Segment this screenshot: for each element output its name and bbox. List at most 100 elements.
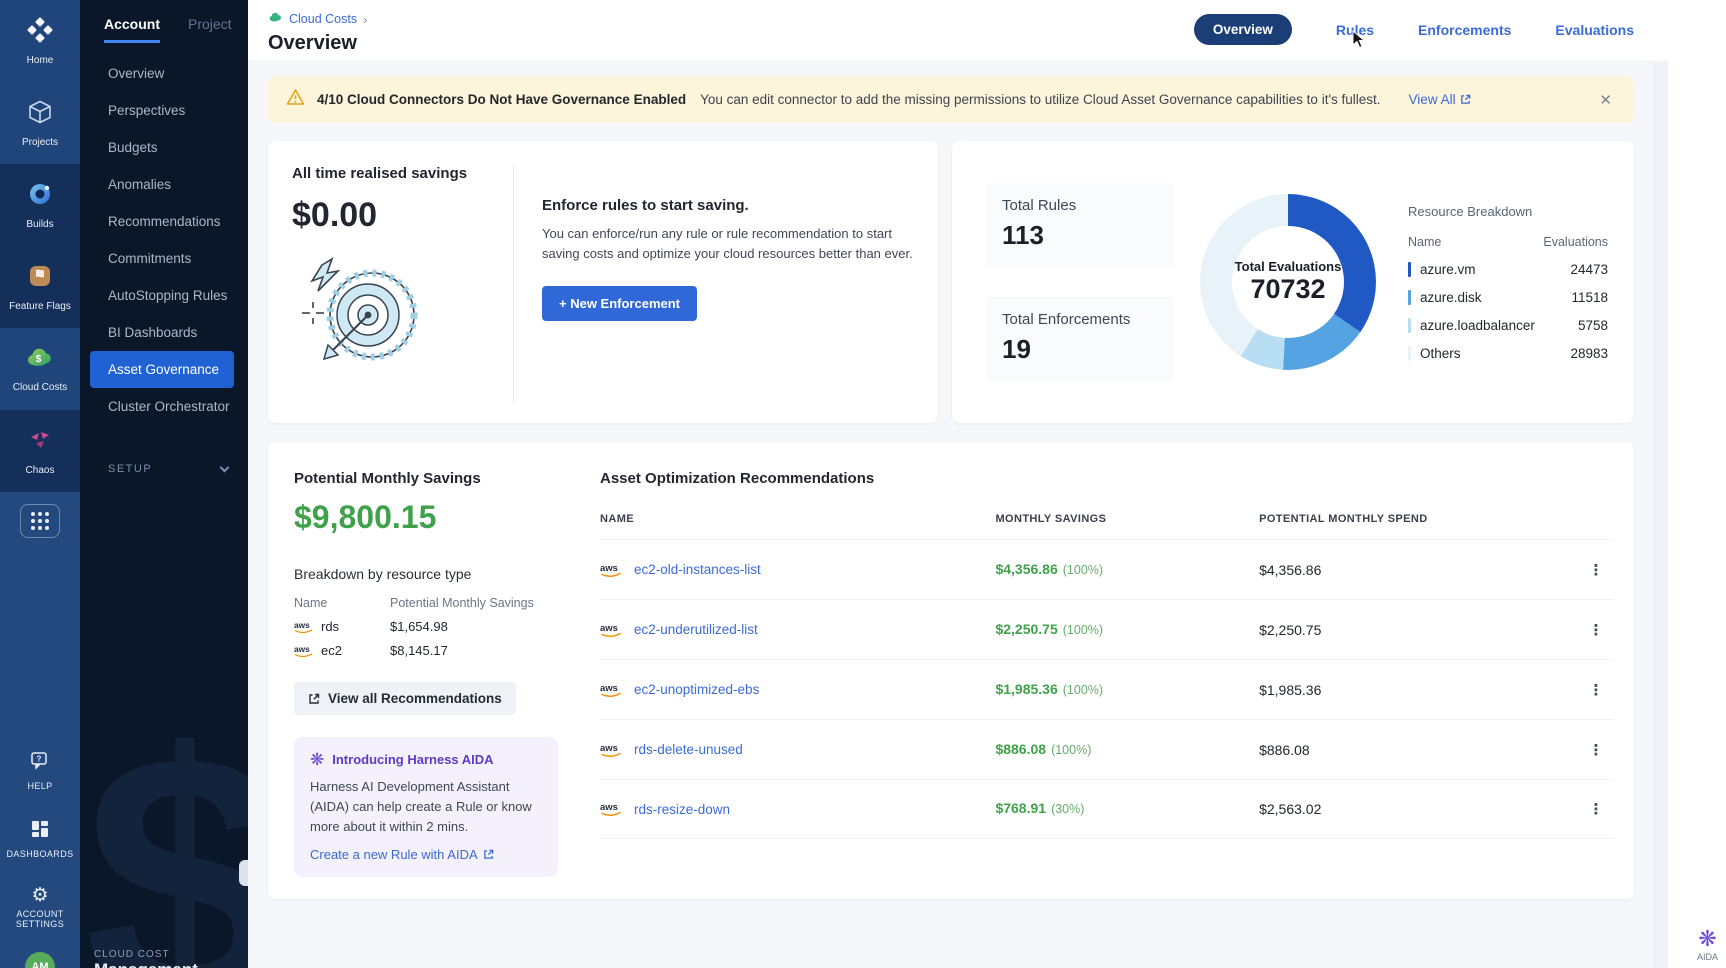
sidebar-item-recommendations[interactable]: Recommendations: [80, 203, 248, 240]
cube-icon: [27, 99, 53, 130]
nav-home[interactable]: Home: [0, 0, 80, 82]
chaos-icon: [27, 427, 53, 458]
tab-rules[interactable]: Rules: [1336, 22, 1374, 38]
sidebar-item-anomalies[interactable]: Anomalies: [80, 166, 248, 203]
sidebar-collapse-handle[interactable]: [239, 860, 248, 886]
row-actions-menu[interactable]: ⋮: [1578, 561, 1614, 579]
external-link-icon: [1460, 94, 1471, 105]
sidebar-item-bi-dashboards[interactable]: BI Dashboards: [80, 314, 248, 351]
breakdown-row-name: aws ec2: [294, 643, 390, 658]
row-actions-menu[interactable]: ⋮: [1578, 621, 1614, 639]
row-actions-menu[interactable]: ⋮: [1578, 741, 1614, 759]
sidebar-tab-account[interactable]: Account: [104, 16, 160, 43]
enforce-title: Enforce rules to start saving.: [542, 197, 914, 214]
view-all-recommendations-button[interactable]: View all Recommendations: [294, 682, 516, 715]
legend-tick: [1408, 318, 1411, 333]
aws-icon: aws: [294, 620, 315, 634]
recommendation-link[interactable]: ec2-old-instances-list: [634, 562, 761, 577]
nav-builds[interactable]: Builds: [0, 164, 80, 246]
nav-chaos[interactable]: Chaos: [0, 410, 80, 492]
nav-dashboards[interactable]: DASHBOARDS: [6, 818, 73, 860]
sidebar-item-budgets[interactable]: Budgets: [80, 129, 248, 166]
legend-tick: [1408, 346, 1411, 361]
ccm-sidebar: Account Project Overview Perspectives Bu…: [80, 0, 248, 968]
sidebar-item-autostopping-rules[interactable]: AutoStopping Rules: [80, 277, 248, 314]
help-chat-icon: ?: [28, 750, 52, 777]
svg-text:aws: aws: [600, 563, 618, 574]
table-row: awsrds-delete-unused $886.08(100%) $886.…: [600, 719, 1614, 779]
sidebar-setup-toggle[interactable]: SETUP: [80, 463, 248, 475]
sidebar-tab-project[interactable]: Project: [188, 16, 232, 43]
legend-tick: [1408, 262, 1411, 277]
svg-text:aws: aws: [600, 683, 618, 694]
nav-account-settings[interactable]: ⚙ ACCOUNT SETTINGS: [3, 886, 77, 930]
tab-enforcements[interactable]: Enforcements: [1418, 22, 1511, 38]
builds-icon: [27, 181, 53, 212]
realised-savings-title: All time realised savings: [292, 165, 513, 182]
aws-icon: aws: [294, 644, 315, 658]
resource-breakdown-legend: Resource Breakdown Name Evaluations azur…: [1402, 204, 1608, 361]
breakdown-row-name: aws rds: [294, 619, 390, 634]
user-avatar[interactable]: AM: [25, 952, 55, 968]
svg-text:aws: aws: [294, 644, 310, 654]
aws-icon: aws: [600, 801, 624, 817]
sidebar-item-commitments[interactable]: Commitments: [80, 240, 248, 277]
view-all-link[interactable]: View All: [1409, 92, 1471, 107]
row-actions-menu[interactable]: ⋮: [1578, 800, 1614, 818]
module-picker-button[interactable]: [20, 504, 60, 538]
legend-row: azure.vm 24473: [1408, 262, 1608, 277]
sidebar-item-overview[interactable]: Overview: [80, 55, 248, 92]
aida-description: Harness AI Development Assistant (AIDA) …: [310, 777, 542, 837]
breakdown-table: Name Potential Monthly Savings aws rds $…: [294, 596, 558, 658]
governance-stats-card: Total Rules 113 Total Enforcements 19 To…: [952, 141, 1634, 423]
nav-help[interactable]: ? HELP: [27, 750, 52, 792]
aws-icon: aws: [600, 622, 624, 638]
banner-title: 4/10 Cloud Connectors Do Not Have Govern…: [317, 92, 686, 107]
close-icon[interactable]: ✕: [1595, 91, 1616, 109]
aida-promo-card: ❋ Introducing Harness AIDA Harness AI De…: [294, 737, 558, 877]
scrollbar-track[interactable]: [1654, 62, 1668, 968]
row-actions-menu[interactable]: ⋮: [1578, 681, 1614, 699]
gear-icon: ⚙: [31, 886, 48, 905]
aida-flower-icon: ❋: [310, 751, 324, 768]
evaluations-donut-chart[interactable]: Total Evaluations 70732: [1200, 194, 1376, 370]
tab-evaluations[interactable]: Evaluations: [1555, 22, 1634, 38]
breakdown-title: Breakdown by resource type: [294, 566, 558, 582]
create-rule-with-aida-link[interactable]: Create a new Rule with AIDA: [310, 847, 542, 862]
tab-overview[interactable]: Overview: [1194, 14, 1292, 45]
recommendation-link[interactable]: ec2-unoptimized-ebs: [634, 682, 759, 697]
total-rules-stat: Total Rules 113: [986, 183, 1174, 267]
sidebar-item-asset-governance[interactable]: Asset Governance: [90, 351, 234, 388]
aida-flower-icon: ❋: [1698, 928, 1716, 950]
sidebar-footer: CLOUD COST Management: [94, 949, 198, 968]
table-row: awsec2-unoptimized-ebs $1,985.36(100%) $…: [600, 659, 1614, 719]
aws-icon: aws: [600, 742, 624, 758]
aida-title: Introducing Harness AIDA: [332, 752, 493, 767]
svg-text:$: $: [36, 354, 42, 365]
sidebar-item-cluster-orchestrator[interactable]: Cluster Orchestrator: [80, 388, 248, 425]
dashboards-icon: [29, 818, 51, 845]
new-enforcement-button[interactable]: + New Enforcement: [542, 286, 697, 321]
recommendation-link[interactable]: ec2-underutilized-list: [634, 622, 758, 637]
external-link-icon: [308, 693, 320, 705]
recommendation-link[interactable]: rds-resize-down: [634, 802, 730, 817]
feature-flags-icon: [27, 263, 53, 294]
legend-tick: [1408, 290, 1411, 305]
nav-cloud-costs[interactable]: $ Cloud Costs: [0, 328, 80, 410]
external-link-icon: [483, 849, 494, 860]
nav-projects[interactable]: Projects: [0, 82, 80, 164]
warning-icon: [286, 88, 305, 111]
recommendation-link[interactable]: rds-delete-unused: [634, 742, 743, 757]
table-row: awsrds-resize-down $768.91(30%) $2,563.0…: [600, 779, 1614, 839]
breadcrumb-separator: ›: [363, 12, 367, 27]
total-enforcements-value: 19: [1002, 334, 1158, 365]
governance-tabs: Overview Rules Enforcements Evaluations: [1194, 14, 1634, 45]
nav-feature-flags[interactable]: Feature Flags: [0, 246, 80, 328]
svg-text:?: ?: [37, 755, 42, 764]
sidebar-item-perspectives[interactable]: Perspectives: [80, 92, 248, 129]
breadcrumb-cloud-costs[interactable]: Cloud Costs: [289, 12, 357, 26]
aida-floating-button[interactable]: ❋ AIDA: [1697, 928, 1718, 962]
legend-row: azure.loadbalancer 5758: [1408, 318, 1608, 333]
asset-optimization-table: Asset Optimization Recommendations NAME …: [558, 470, 1614, 877]
dollar-watermark: $: [84, 674, 248, 968]
